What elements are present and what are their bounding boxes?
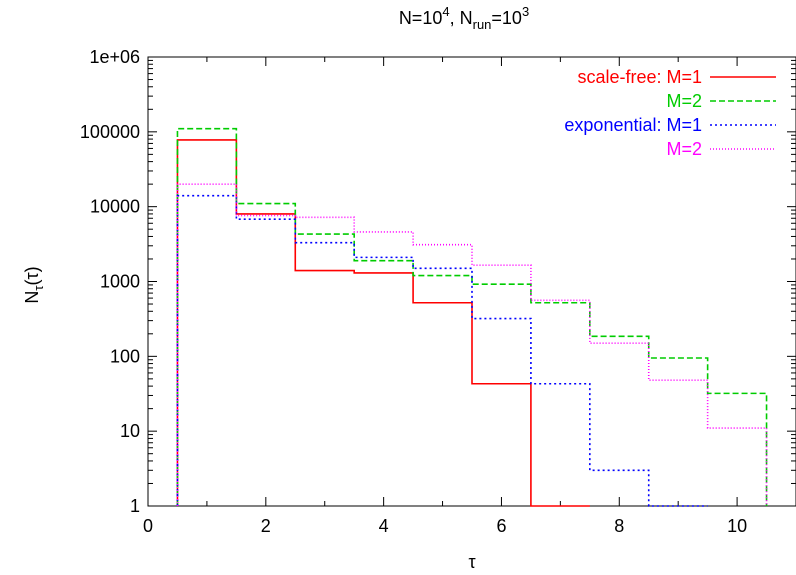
x-axis-ticks: 0 2 4 6 8 10 [143,57,747,536]
x-tick-label: 4 [379,516,389,536]
y-axis-label-main: N [22,291,42,304]
y-tick-label: 100 [110,346,140,366]
legend-label-4: M=2 [666,139,702,159]
y-tick-label: 1000 [100,272,140,292]
x-axis-label: τ [468,552,475,572]
title-part-b: , N [450,8,473,28]
series-layer [176,127,768,507]
legend-label-3: exponential: M=1 [564,115,702,135]
legend-label-2: M=2 [666,91,702,111]
x-tick-label: 0 [143,516,153,536]
y-tick-label: 100000 [80,122,140,142]
title-part-c-sup: 3 [522,4,529,19]
x-tick-label: 2 [261,516,271,536]
series-line-3 [176,194,708,507]
series-line-4 [176,183,768,506]
y-axis-label-sub: τ [31,285,46,291]
title-part-c: =10 [491,8,522,28]
y-tick-label: 10 [120,421,140,441]
series-line-2 [176,127,768,506]
y-tick-label: 1 [130,496,140,516]
x-tick-label: 10 [727,516,747,536]
legend: scale-free: M=1 M=2 exponential: M=1 M=2 [564,67,776,159]
y-tick-label: 10000 [90,197,140,217]
title-part-b-sub: run [473,17,492,32]
y-axis-label: Nτ(τ) [22,266,46,303]
title-part-a-sup: 4 [442,4,449,19]
title-part-a: N=10 [399,8,443,28]
legend-label-1: scale-free: M=1 [577,67,702,87]
y-axis-ticks: 1 10 100 1000 10000 100000 1e+06 [80,47,796,516]
x-tick-label: 8 [614,516,624,536]
x-tick-label: 6 [496,516,506,536]
series-line-1 [176,139,590,507]
y-tick-label: 1e+06 [89,47,140,67]
y-axis-label-rest: (τ) [22,266,42,285]
chart-title: N=104, Nrun=103 [399,4,529,32]
